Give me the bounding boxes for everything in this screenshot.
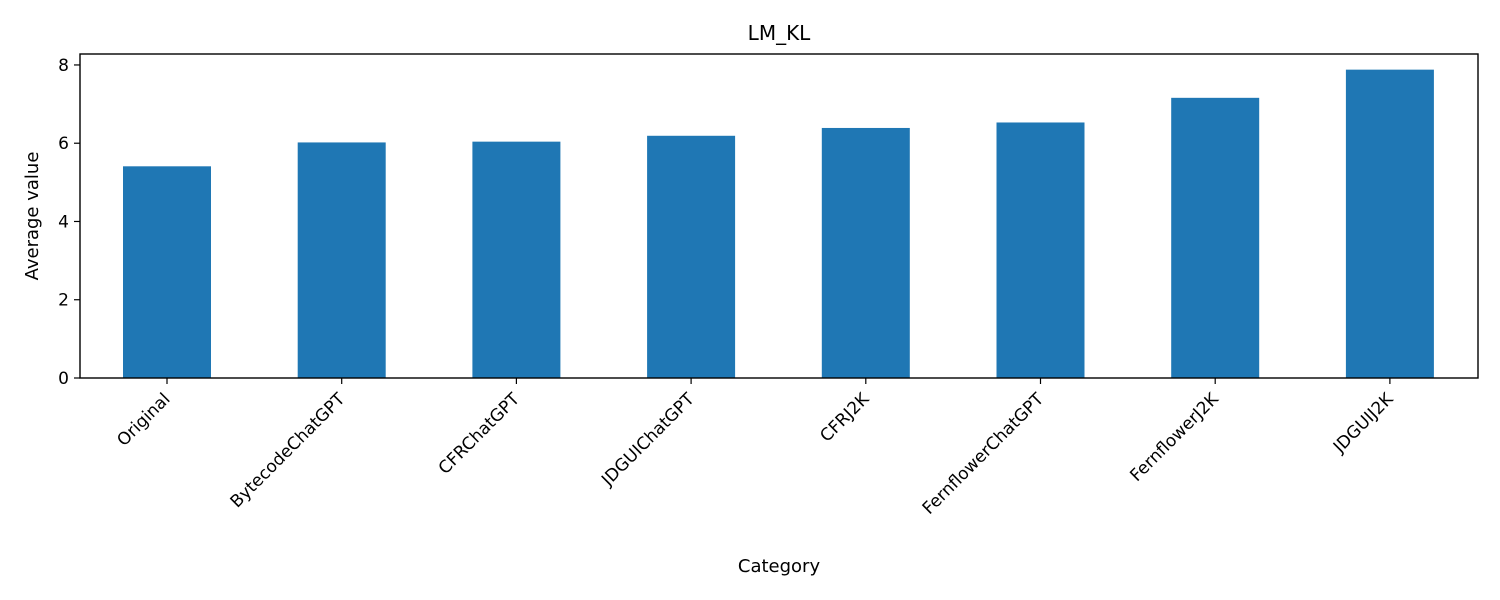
y-tick-label: 2 xyxy=(58,291,69,311)
x-tick-label: JDGUIChatGPT xyxy=(597,389,699,491)
bar-cfrchatgpt xyxy=(472,141,561,378)
chart-title: LM_KL xyxy=(748,21,812,45)
y-axis-label: Average value xyxy=(22,152,43,281)
y-tick-label: 8 xyxy=(58,56,69,76)
bar-cfrj2k xyxy=(821,127,910,379)
bar-fernflowerj2k xyxy=(1171,97,1260,379)
y-axis-ticks: 0 2 4 6 8 xyxy=(58,56,80,389)
x-tick-label: CFRChatGPT xyxy=(435,389,525,479)
x-tick-label: BytecodeChatGPT xyxy=(227,389,350,512)
bar-original xyxy=(123,166,211,378)
bars-layer xyxy=(123,69,1434,379)
x-tick-label: FernflowerChatGPT xyxy=(919,389,1049,519)
bar-jdguichatgpt xyxy=(647,135,736,378)
x-tick-label: Original xyxy=(113,389,174,450)
y-tick-label: 4 xyxy=(58,212,69,232)
x-tick-label: FernflowerJ2K xyxy=(1126,389,1223,486)
x-tick-label: JDGUIJ2K xyxy=(1329,389,1398,458)
x-axis-ticks: Original BytecodeChatGPT CFRChatGPT JDGUICh… xyxy=(113,378,1398,519)
y-tick-label: 0 xyxy=(58,369,69,389)
x-tick-label: CFRJ2K xyxy=(816,389,873,446)
bar-bytecodechatgpt xyxy=(297,142,386,378)
x-axis-label: Category xyxy=(738,556,821,577)
plot-frame xyxy=(79,53,1479,379)
y-tick-label: 6 xyxy=(58,134,69,154)
bar-jdguij2k xyxy=(1345,69,1434,379)
bar-fernflowerchatgpt xyxy=(996,122,1085,378)
